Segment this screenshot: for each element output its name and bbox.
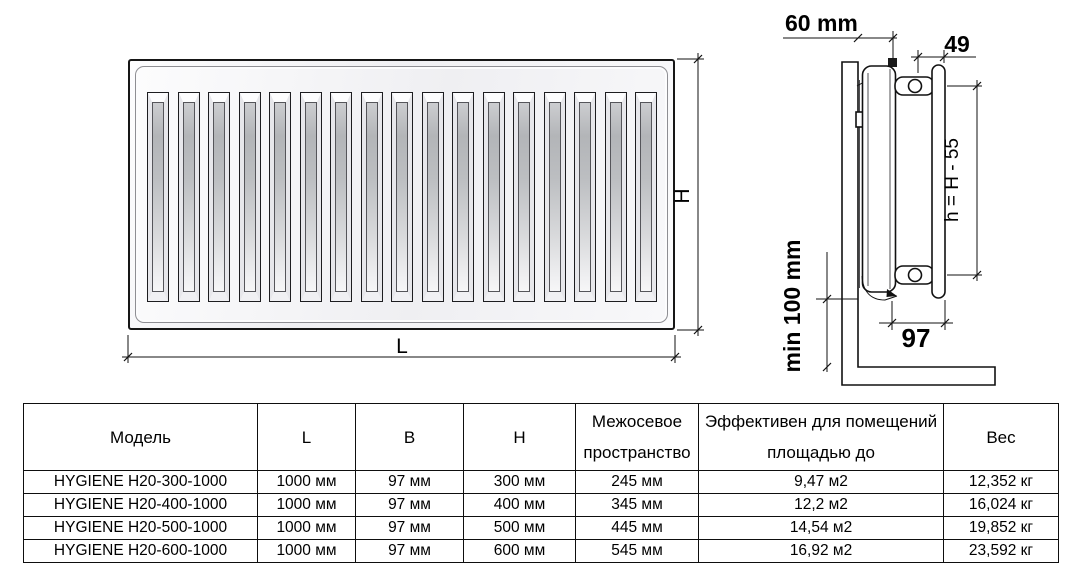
dimension-axis-height: h = H - 55 xyxy=(942,80,982,281)
radiator-slat xyxy=(238,92,261,302)
rear-panel xyxy=(931,64,946,299)
table-cell: 12,352 кг xyxy=(943,470,1059,494)
dimension-wall-offset: 60 mm xyxy=(783,10,898,59)
dimension-panel-depth: 49 xyxy=(911,31,976,73)
dimension-bottom-depth: 97 xyxy=(879,300,953,353)
radiator-slat xyxy=(147,92,169,302)
radiator-slat xyxy=(574,92,596,302)
radiator-slat xyxy=(452,92,474,302)
spec-table: Модель L B H Межосевое пространство Эффе… xyxy=(23,403,1059,563)
radiator-slat xyxy=(482,92,505,302)
dimension-floor-clearance: min 100 mm xyxy=(779,240,858,373)
table-cell: 97 мм xyxy=(355,493,464,517)
table-cell: HYGIENE H20-300-1000 xyxy=(23,470,258,494)
radiator-slat xyxy=(330,92,352,302)
table-cell: 9,47 м2 xyxy=(698,470,944,494)
bottom-connector-port xyxy=(907,267,923,283)
table-cell: 500 мм xyxy=(463,516,576,540)
radiator-side-view xyxy=(855,58,946,301)
table-row: HYGIENE H20-600-1000 1000 мм 97 мм 600 мм 54… xyxy=(23,539,1059,563)
wall-floor-hatch xyxy=(841,61,996,386)
col-header-model: Модель xyxy=(23,403,258,471)
radiator-slat xyxy=(299,92,322,302)
col-header-effective-area: Эффективен для помещений площадью до xyxy=(698,403,944,471)
table-cell: 400 мм xyxy=(463,493,576,517)
dimension-label-L: L xyxy=(396,335,408,358)
table-row: HYGIENE H20-400-1000 1000 мм 97 мм 400 мм 34… xyxy=(23,493,1059,517)
table-cell: 19,852 кг xyxy=(943,516,1059,540)
slat-grid xyxy=(147,92,657,302)
dimension-label-97: 97 xyxy=(902,323,931,353)
table-header-row: Модель L B H Межосевое пространство Эффе… xyxy=(23,403,1059,471)
table-cell: 300 мм xyxy=(463,470,576,494)
col-header-width: B xyxy=(355,403,464,471)
table-cell: HYGIENE H20-400-1000 xyxy=(23,493,258,517)
radiator-slat xyxy=(635,92,657,302)
table-cell: 1000 мм xyxy=(257,470,356,494)
table-cell: 16,92 м2 xyxy=(698,539,944,563)
table-cell: 1000 мм xyxy=(257,493,356,517)
radiator-front-view xyxy=(128,59,675,330)
table-row: HYGIENE H20-500-1000 1000 мм 97 мм 500 мм 44… xyxy=(23,516,1059,540)
dimension-label-60mm: 60 mm xyxy=(785,10,858,36)
radiator-slat xyxy=(421,92,444,302)
radiator-slat xyxy=(177,92,200,302)
spec-table-body: HYGIENE H20-300-1000 1000 мм 97 мм 300 мм 24… xyxy=(23,470,1059,563)
radiator-slat xyxy=(208,92,230,302)
dimension-label-min100: min 100 mm xyxy=(779,240,805,373)
col-header-length: L xyxy=(257,403,356,471)
radiator-slat xyxy=(360,92,383,302)
table-cell: 245 мм xyxy=(575,470,699,494)
dimension-height-H: H xyxy=(671,53,704,336)
radiator-slat xyxy=(391,92,413,302)
table-cell: 600 мм xyxy=(463,539,576,563)
radiator-slat xyxy=(513,92,535,302)
table-cell: 97 мм xyxy=(355,516,464,540)
dimension-length-L: L xyxy=(122,335,681,363)
col-header-axis-spacing: Межосевое пространство xyxy=(575,403,699,471)
table-cell: 16,024 кг xyxy=(943,493,1059,517)
radiator-slat xyxy=(269,92,291,302)
dimension-label-H: H xyxy=(671,188,694,203)
radiator-slat xyxy=(543,92,566,302)
top-connector-port xyxy=(907,78,923,94)
dimension-label-49: 49 xyxy=(944,31,970,57)
table-cell: 445 мм xyxy=(575,516,699,540)
table-cell: 14,54 м2 xyxy=(698,516,944,540)
table-row: HYGIENE H20-300-1000 1000 мм 97 мм 300 мм 24… xyxy=(23,470,1059,494)
table-cell: 345 мм xyxy=(575,493,699,517)
table-cell: 1000 мм xyxy=(257,516,356,540)
col-header-weight: Вес xyxy=(943,403,1059,471)
table-cell: 97 мм xyxy=(355,539,464,563)
radiator-slat xyxy=(604,92,627,302)
col-header-height: H xyxy=(463,403,576,471)
dimension-label-axis-height: h = H - 55 xyxy=(942,138,963,222)
table-cell: 12,2 м2 xyxy=(698,493,944,517)
table-cell: HYGIENE H20-600-1000 xyxy=(23,539,258,563)
table-cell: 97 мм xyxy=(355,470,464,494)
table-cell: 23,592 кг xyxy=(943,539,1059,563)
table-cell: HYGIENE H20-500-1000 xyxy=(23,516,258,540)
technical-drawing: L H 60 mm 49 h = H - 55 xyxy=(122,10,996,386)
table-cell: 545 мм xyxy=(575,539,699,563)
table-cell: 1000 мм xyxy=(257,539,356,563)
